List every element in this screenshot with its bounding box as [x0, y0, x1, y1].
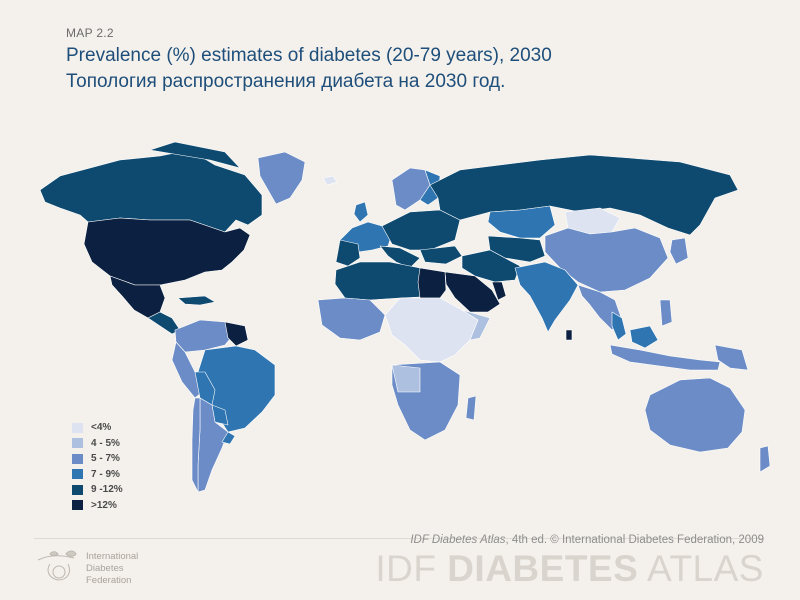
legend-swatch	[72, 422, 83, 433]
legend-label: >12%	[91, 499, 117, 511]
legend-label: 7 - 9%	[91, 468, 120, 480]
country-bolivia	[194, 371, 216, 406]
legend-item: 5 - 7%	[72, 451, 123, 467]
footer-divider	[34, 538, 764, 539]
idf-logo: International Diabetes Federation	[36, 548, 138, 587]
org-line-2: Diabetes	[86, 563, 124, 574]
legend: <4% 4 - 5% 5 - 7% 7 - 9% 9 -12% >12%	[72, 420, 123, 513]
country-papua	[714, 344, 749, 371]
legend-swatch	[72, 484, 83, 495]
brand-suffix: ATLAS	[638, 548, 764, 589]
legend-swatch	[72, 453, 83, 464]
atlas-brand-wordmark: IDF DIABETES ATLAS	[375, 548, 764, 590]
legend-label: <4%	[91, 422, 112, 434]
org-line-1: International	[86, 551, 139, 562]
country-central-africa	[384, 297, 479, 363]
country-turkey	[419, 245, 463, 265]
legend-swatch	[72, 469, 83, 480]
brand-bold: DIABETES	[447, 548, 639, 589]
country-eastern-europe	[381, 209, 461, 251]
title-english: Prevalence (%) estimates of diabetes (20…	[66, 45, 552, 66]
org-line-3: Federation	[86, 575, 132, 586]
country-gulf-states	[491, 281, 507, 301]
country-southeast-asia	[577, 284, 623, 331]
country-iceland	[322, 175, 338, 186]
title-russian: Топология распространения диабета на 203…	[66, 71, 506, 92]
country-indonesia	[609, 344, 721, 371]
country-borneo	[629, 325, 659, 349]
country-iberia	[335, 239, 361, 267]
country-japan	[669, 237, 689, 265]
country-guianas	[224, 321, 249, 347]
idf-logo-icon	[37, 550, 77, 581]
legend-item: 7 - 9%	[72, 467, 123, 483]
country-chile	[191, 397, 201, 493]
country-canada-alaska	[39, 149, 263, 233]
country-peru-ecuador	[171, 341, 203, 399]
country-philippines	[659, 299, 673, 327]
credit-book-title: IDF Diabetes Atlas	[410, 534, 506, 546]
country-madagascar	[465, 395, 477, 421]
country-australia	[644, 377, 746, 453]
legend-item: 4 - 5%	[72, 436, 123, 452]
country-saudi-arabia	[444, 271, 501, 313]
country-sri-lanka	[565, 329, 573, 341]
country-kazakhstan	[487, 205, 556, 239]
country-india	[514, 261, 579, 333]
legend-item: 9 -12%	[72, 482, 123, 498]
legend-swatch	[72, 500, 83, 511]
country-caribbean	[177, 295, 216, 306]
country-usa	[83, 217, 251, 286]
country-russia	[429, 154, 739, 236]
legend-swatch	[72, 438, 83, 449]
country-canada-islands	[149, 141, 241, 169]
map-title: Prevalence (%) estimates of diabetes (20…	[66, 43, 552, 95]
country-uk	[353, 201, 369, 223]
legend-label: 5 - 7%	[91, 453, 120, 465]
country-west-africa	[317, 297, 386, 341]
country-egypt-libya	[417, 267, 447, 299]
copyright-credit: IDF Diabetes Atlas, 4th ed. © Internatio…	[410, 534, 764, 546]
country-angola	[391, 364, 421, 393]
country-malaysia-thailand	[611, 311, 627, 341]
country-new-zealand	[759, 445, 771, 473]
country-scandinavia	[391, 167, 431, 211]
country-uruguay	[221, 431, 236, 445]
country-greenland	[257, 151, 306, 205]
legend-item: >12%	[72, 498, 123, 514]
brand-prefix: IDF	[375, 548, 448, 589]
map-number-label: MAP 2.2	[66, 26, 114, 40]
legend-label: 9 -12%	[91, 484, 123, 496]
country-iran	[461, 249, 521, 283]
legend-item: <4%	[72, 420, 123, 436]
country-horn-africa	[461, 309, 491, 341]
legend-label: 4 - 5%	[91, 437, 120, 449]
credit-text: , 4th ed. © International Diabetes Feder…	[505, 534, 764, 546]
